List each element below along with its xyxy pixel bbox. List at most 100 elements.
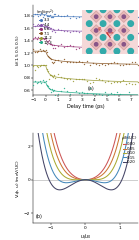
Point: [128, 27, 130, 31]
Point: [60, 60, 62, 64]
Point: [86, 32, 89, 36]
Point: [49, 42, 51, 46]
0.10: [95, 178, 96, 181]
Point: [110, 91, 112, 95]
0.00: [95, 175, 96, 178]
0.00: [83, 178, 84, 181]
Point: [104, 90, 106, 94]
Point: [136, 63, 139, 67]
Point: [136, 31, 139, 35]
Point: [50, 73, 52, 77]
Point: [57, 92, 59, 96]
Point: [37, 80, 39, 84]
Point: [80, 14, 83, 18]
Point: [63, 86, 65, 90]
Point: [48, 25, 50, 29]
Point: [122, 95, 124, 99]
Point: [128, 16, 130, 19]
Point: [47, 54, 49, 58]
Point: [47, 25, 49, 29]
Point: [104, 63, 106, 67]
Point: [83, 48, 86, 52]
0.20: [134, 113, 136, 115]
Point: [40, 26, 42, 30]
0.15: [82, 178, 84, 181]
Point: [47, 69, 49, 73]
Point: [43, 64, 45, 67]
Point: [83, 62, 86, 66]
0.20: [118, 184, 120, 186]
Point: [83, 31, 86, 35]
Point: [43, 37, 45, 41]
0.10: [33, 17, 34, 19]
Point: [57, 58, 59, 62]
Point: [69, 60, 71, 64]
Point: [107, 45, 109, 49]
Legend: 0.00, 0.05, 0.10, 0.15, 0.20: 0.00, 0.05, 0.10, 0.15, 0.20: [120, 132, 139, 166]
Point: [107, 93, 109, 97]
0.00: [118, 121, 120, 124]
Point: [92, 80, 94, 84]
Point: [89, 63, 91, 67]
Point: [66, 77, 68, 81]
Point: [119, 31, 121, 35]
Point: [43, 50, 45, 54]
Point: [44, 79, 47, 83]
0.10: [137, 17, 138, 19]
Point: [104, 28, 106, 32]
Point: [51, 43, 53, 47]
Point: [50, 42, 52, 46]
Point: [46, 24, 48, 28]
Point: [35, 12, 38, 16]
Point: [34, 12, 36, 16]
Point: [125, 17, 127, 21]
0.05: [89, 178, 91, 181]
Point: [131, 82, 133, 86]
Line: 0.15: 0.15: [33, 56, 138, 183]
Point: [52, 89, 54, 93]
Point: [60, 14, 62, 18]
Point: [51, 87, 53, 91]
0.05: [134, 10, 136, 12]
Text: (a): (a): [88, 86, 94, 91]
Point: [128, 81, 130, 85]
Point: [66, 13, 68, 17]
Point: [75, 90, 77, 93]
Point: [63, 76, 65, 80]
Point: [54, 30, 57, 34]
Point: [54, 58, 57, 62]
0.00: [85, 178, 86, 181]
Point: [131, 15, 133, 18]
Point: [77, 46, 80, 49]
Point: [57, 44, 59, 48]
0.05: [85, 178, 86, 181]
0.10: [82, 178, 84, 181]
Point: [49, 73, 51, 77]
Point: [131, 46, 133, 50]
Point: [53, 88, 55, 91]
Point: [119, 15, 121, 19]
0.00: [89, 178, 91, 181]
Point: [50, 15, 52, 19]
Point: [77, 91, 80, 95]
Point: [122, 47, 124, 51]
Point: [44, 63, 47, 67]
0.05: [95, 177, 96, 180]
0.15: [137, 54, 138, 57]
Point: [66, 60, 68, 64]
Y-axis label: $I_d$(1.5 0.5 0.5): $I_d$(1.5 0.5 0.5): [14, 34, 22, 66]
Point: [80, 43, 83, 47]
Point: [50, 57, 52, 60]
Point: [95, 62, 97, 66]
Point: [54, 12, 57, 16]
Point: [89, 46, 91, 50]
Point: [72, 14, 74, 18]
Point: [98, 92, 100, 96]
Point: [46, 50, 48, 54]
0.10: [134, 44, 136, 47]
Point: [47, 14, 49, 18]
Point: [134, 96, 136, 99]
Point: [101, 93, 103, 97]
Point: [134, 47, 136, 51]
Point: [69, 92, 71, 96]
